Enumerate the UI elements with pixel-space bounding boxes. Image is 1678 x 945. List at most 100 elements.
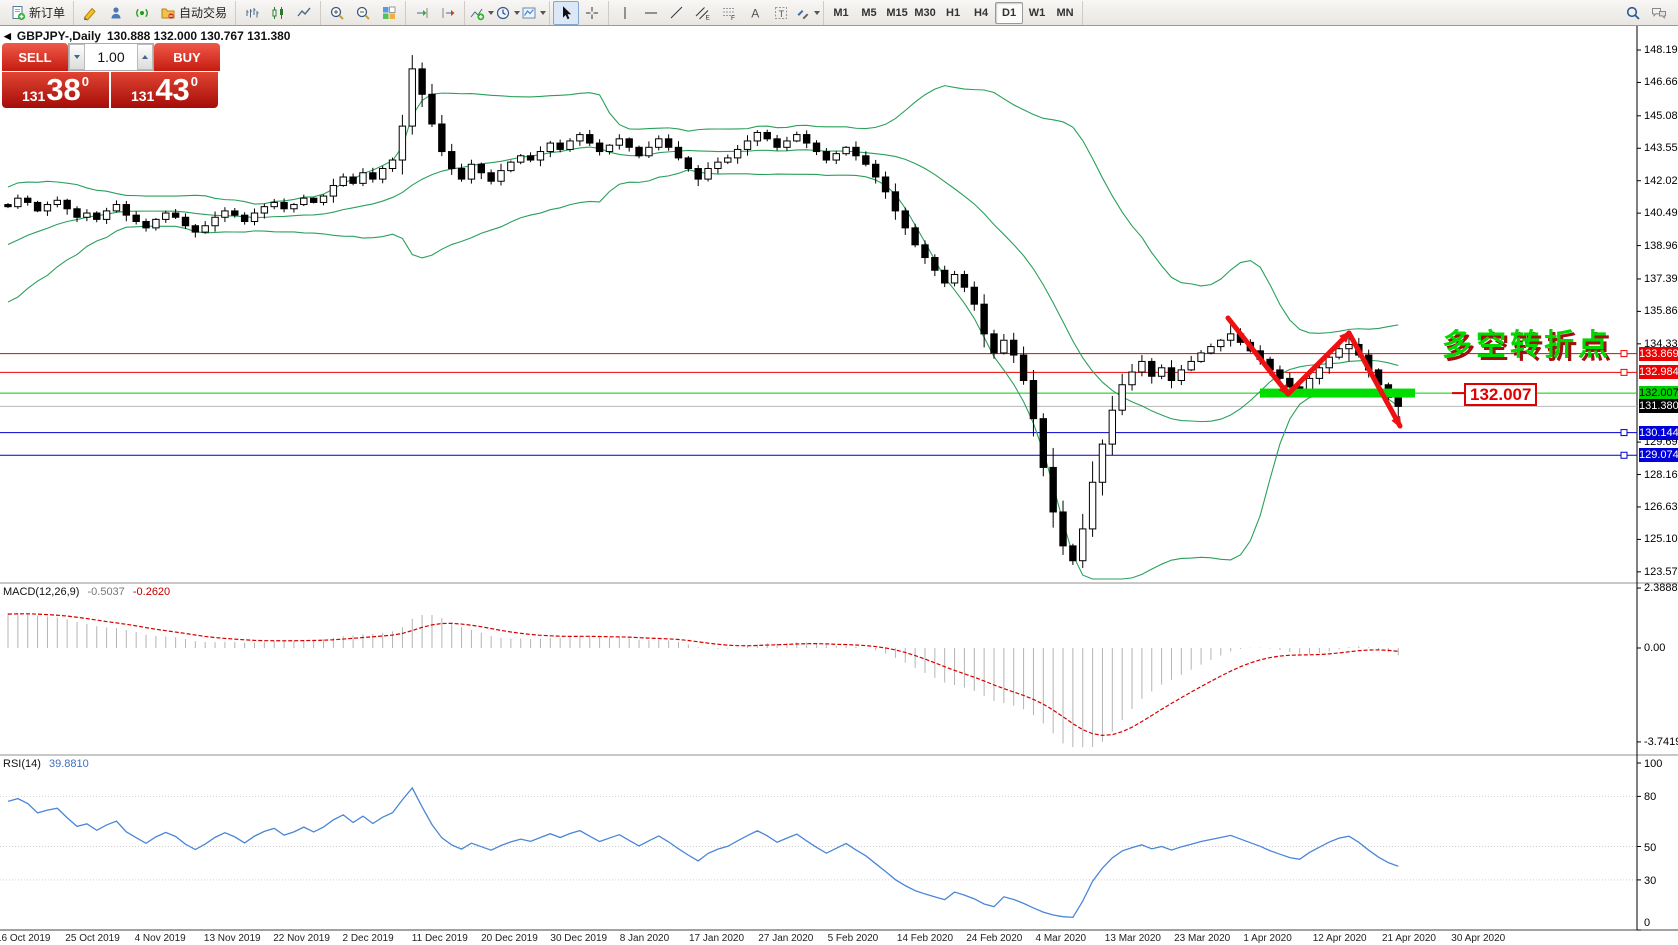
chart-shift-button[interactable] bbox=[435, 1, 461, 25]
date-label: 24 Feb 2020 bbox=[966, 933, 1023, 944]
sell-price-whole: 131 bbox=[21, 88, 46, 104]
svg-text:A: A bbox=[751, 6, 759, 20]
autotrading-button[interactable]: 自动交易 bbox=[155, 1, 232, 25]
trade-widget-top-row: SELL 1.00 BUY bbox=[2, 43, 220, 71]
search-icon[interactable] bbox=[1620, 1, 1646, 25]
broadcast-button[interactable] bbox=[129, 1, 155, 25]
sell-price-pips: 38 bbox=[46, 72, 81, 107]
volume-value[interactable]: 1.00 bbox=[97, 49, 125, 65]
sell-button[interactable]: SELL bbox=[2, 43, 68, 71]
shapes-icon bbox=[795, 5, 811, 21]
timeframe-MN[interactable]: MN bbox=[1056, 6, 1074, 19]
candle-chart-button[interactable] bbox=[265, 1, 291, 25]
candlestick-series bbox=[4, 55, 1402, 568]
horizontal-lines[interactable] bbox=[0, 350, 1637, 459]
rsi-label: RSI(14) bbox=[3, 758, 41, 770]
labelT-icon: T bbox=[773, 5, 789, 21]
date-label: 4 Mar 2020 bbox=[1035, 933, 1087, 944]
toolbar-group bbox=[406, 0, 466, 25]
cursor-button[interactable] bbox=[553, 0, 580, 25]
timeframe-H4[interactable]: H4 bbox=[974, 6, 989, 19]
chat-icon[interactable] bbox=[1646, 1, 1672, 25]
timeframe-M1[interactable]: M1 bbox=[833, 6, 849, 19]
date-label: 13 Mar 2020 bbox=[1104, 933, 1161, 944]
crosshair-button[interactable] bbox=[579, 1, 605, 25]
zoom-in-button[interactable] bbox=[324, 1, 350, 25]
symbol-period-label: GBPJPY-,Daily bbox=[16, 29, 101, 43]
date-label: 30 Apr 2020 bbox=[1451, 933, 1506, 944]
rsi-header: RSI(14) 39.8810 bbox=[3, 758, 89, 770]
trendline-button[interactable] bbox=[664, 1, 690, 25]
timeframe-W1[interactable]: W1 bbox=[1028, 6, 1046, 19]
periods-button[interactable] bbox=[494, 1, 520, 25]
auto-scroll-button[interactable] bbox=[409, 1, 435, 25]
horizontal-line-button[interactable] bbox=[638, 1, 664, 25]
fibonacci-button[interactable]: F bbox=[716, 1, 742, 25]
zoom-out-button[interactable] bbox=[350, 1, 376, 25]
new-order-button[interactable]: 新订单 bbox=[5, 1, 70, 25]
channel-icon: E bbox=[695, 5, 711, 21]
tline-icon bbox=[669, 5, 685, 21]
profile-button[interactable] bbox=[103, 1, 129, 25]
timeframe-M30[interactable]: M30 bbox=[914, 6, 936, 19]
date-label: 25 Oct 2019 bbox=[65, 933, 120, 944]
macd-header: MACD(12,26,9) -0.5037 -0.2620 bbox=[3, 586, 170, 598]
toolbar-right bbox=[1617, 1, 1678, 25]
sell-price-button[interactable]: 131 38 0 bbox=[2, 72, 109, 108]
volume-increment-button[interactable] bbox=[137, 44, 153, 70]
price-tick: 145.085 bbox=[1644, 109, 1678, 122]
tile-windows-button[interactable] bbox=[376, 1, 402, 25]
indicators-button[interactable] bbox=[468, 1, 494, 25]
chart-title: ◀ GBPJPY-,Daily 130.888 132.000 130.767 … bbox=[4, 29, 290, 43]
templates-button[interactable] bbox=[520, 1, 546, 25]
indicator-icon bbox=[469, 5, 485, 21]
turning-point-annotation: 多空转折点 bbox=[1442, 329, 1612, 362]
price-tick: 125.105 bbox=[1644, 533, 1678, 546]
highlighter-button[interactable] bbox=[77, 1, 103, 25]
triangle-up-icon bbox=[142, 55, 148, 59]
timeframe-M5[interactable]: M5 bbox=[861, 6, 877, 19]
macd-main-value: -0.5037 bbox=[87, 586, 125, 598]
date-label: 5 Feb 2020 bbox=[827, 933, 879, 944]
text-button[interactable]: A bbox=[742, 1, 768, 25]
equidistant-channel-button[interactable]: E bbox=[690, 1, 716, 25]
trend-arrow-annotation[interactable] bbox=[1225, 315, 1403, 429]
rsi-level-lines bbox=[0, 795, 1637, 881]
timeframe-H1[interactable]: H1 bbox=[946, 6, 961, 19]
line-chart-button[interactable] bbox=[291, 1, 317, 25]
timeframe-M15[interactable]: M15 bbox=[886, 6, 908, 19]
toolbar-group: 新订单 bbox=[2, 0, 75, 25]
price-tick: 126.635 bbox=[1644, 500, 1678, 513]
hline-icon bbox=[643, 5, 659, 21]
timeframe-D1[interactable]: D1 bbox=[995, 1, 1024, 24]
shift-icon bbox=[440, 5, 456, 21]
shapes-button[interactable] bbox=[794, 1, 820, 25]
toolbar: 新订单 自动交易 E F A T M1 M5 M15 M30 H1 H4 D1 W1 MN bbox=[0, 0, 1678, 26]
one-click-trading-widget: SELL 1.00 BUY 131 38 0 131 43 0 bbox=[2, 43, 220, 108]
buy-button[interactable]: BUY bbox=[154, 43, 220, 71]
buy-price-button[interactable]: 131 43 0 bbox=[111, 72, 218, 108]
bar-chart-button[interactable] bbox=[239, 1, 265, 25]
date-label: 14 Feb 2020 bbox=[896, 933, 954, 944]
date-label: 20 Dec 2019 bbox=[481, 933, 538, 944]
label-button[interactable]: T bbox=[768, 1, 794, 25]
sell-price-fraction: 0 bbox=[81, 74, 90, 89]
clock-icon bbox=[495, 5, 511, 21]
vertical-line-button[interactable] bbox=[612, 1, 638, 25]
bars-icon bbox=[244, 5, 260, 21]
price-tick: 140.495 bbox=[1644, 207, 1678, 220]
support-zone-bar[interactable] bbox=[1260, 388, 1464, 398]
linechart-icon bbox=[296, 5, 312, 21]
person-icon bbox=[108, 5, 124, 21]
doc-plus-icon bbox=[10, 5, 26, 21]
price-tick: 135.860 bbox=[1644, 305, 1678, 318]
macd-tick: 0.00 bbox=[1644, 642, 1666, 654]
price-tick: 143.555 bbox=[1644, 142, 1678, 155]
macd-label: MACD(12,26,9) bbox=[3, 586, 80, 598]
rsi-line bbox=[7, 786, 1399, 919]
crosshair-icon bbox=[584, 5, 600, 21]
volume-decrement-button[interactable] bbox=[69, 44, 85, 70]
